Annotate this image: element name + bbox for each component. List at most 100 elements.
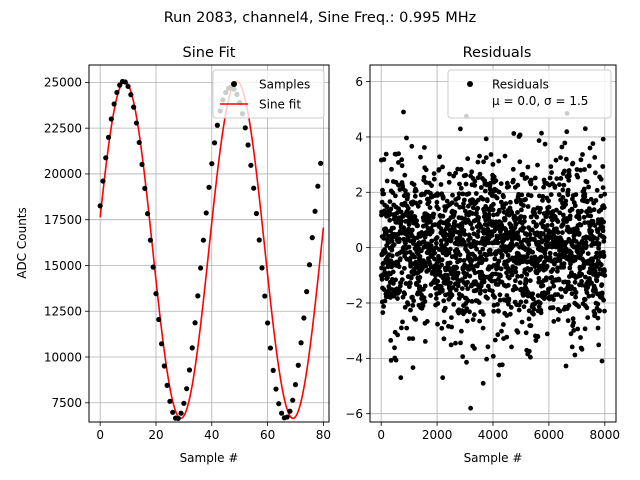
- residual-point: [462, 197, 467, 203]
- residual-point: [431, 171, 437, 177]
- residual-point: [516, 236, 521, 242]
- sample-point: [284, 414, 290, 420]
- residual-point: [568, 331, 574, 337]
- residual-point: [411, 235, 417, 241]
- residual-point: [509, 210, 515, 216]
- residual-point: [458, 126, 463, 132]
- residual-point: [415, 203, 421, 209]
- residual-point: [513, 278, 518, 284]
- residual-point: [404, 325, 410, 331]
- residual-point: [510, 166, 516, 172]
- residual-point: [569, 291, 575, 297]
- residual-point: [394, 220, 399, 225]
- residual-point: [432, 250, 437, 256]
- residual-point: [463, 172, 469, 178]
- residual-point: [602, 273, 608, 278]
- right-xtick-label: 6000: [534, 428, 565, 442]
- residual-point: [549, 258, 554, 264]
- residual-point: [541, 184, 546, 190]
- residual-point: [518, 198, 523, 203]
- residual-point: [407, 280, 413, 286]
- residual-point: [561, 182, 567, 188]
- sample-point: [245, 142, 251, 148]
- sample-point: [139, 161, 145, 168]
- sample-point: [178, 410, 184, 416]
- residual-point: [540, 231, 546, 237]
- residual-point: [418, 154, 423, 160]
- residual-point: [384, 178, 390, 184]
- residual-point: [391, 242, 397, 248]
- right-ytick-label: 4: [355, 130, 363, 144]
- left-ytick-label: 10000: [44, 350, 82, 364]
- residual-point: [440, 213, 446, 219]
- residual-point: [526, 242, 532, 247]
- residual-point: [437, 269, 443, 275]
- residual-point: [511, 131, 517, 136]
- right-ytick-label: 6: [355, 75, 363, 89]
- residual-point: [556, 277, 562, 283]
- residual-point: [451, 302, 457, 307]
- left-chart-title: Sine Fit: [183, 45, 236, 61]
- residual-point: [563, 202, 568, 207]
- residual-point: [519, 192, 525, 198]
- left-ytick-label: 25000: [44, 76, 82, 90]
- sample-point: [195, 293, 201, 299]
- residual-point: [528, 181, 534, 187]
- residual-point: [460, 191, 466, 197]
- residual-point: [464, 306, 470, 312]
- sample-point: [181, 400, 187, 406]
- residual-point: [382, 298, 388, 304]
- residual-point: [462, 232, 468, 237]
- residual-point: [567, 173, 572, 179]
- residual-point: [413, 200, 419, 206]
- legend-residuals-label: Residuals: [492, 78, 549, 92]
- residual-point: [438, 226, 444, 232]
- residual-point: [446, 222, 451, 228]
- residual-point: [547, 175, 553, 181]
- residual-point: [525, 204, 531, 209]
- residual-point: [530, 296, 536, 302]
- residual-point: [397, 256, 403, 262]
- residual-outlier-point: [480, 380, 486, 386]
- left-legend: Samples Sine fit: [212, 69, 325, 119]
- residual-point: [417, 275, 423, 280]
- residual-point: [439, 257, 445, 263]
- residual-point: [421, 174, 427, 180]
- left-ytick-label: 7500: [51, 396, 82, 410]
- residual-point: [549, 222, 555, 228]
- residual-point: [600, 185, 606, 191]
- residual-point: [564, 219, 569, 224]
- residual-point: [498, 266, 504, 272]
- residual-point: [396, 236, 402, 242]
- residual-point: [480, 246, 486, 252]
- residual-point: [414, 218, 419, 224]
- residual-point: [546, 204, 552, 210]
- residual-point: [487, 247, 493, 253]
- residual-point: [458, 185, 464, 191]
- residual-point: [572, 203, 578, 209]
- residual-point: [558, 237, 564, 243]
- residual-point: [573, 290, 579, 295]
- figure-title: Run 2083, channel4, Sine Freq.: 0.995 MH…: [164, 10, 477, 26]
- residual-point: [388, 358, 394, 363]
- residual-point: [422, 299, 428, 304]
- residual-point: [457, 252, 463, 258]
- residual-point: [422, 145, 427, 150]
- sample-point: [290, 397, 296, 403]
- residual-point: [524, 272, 530, 277]
- residual-point: [531, 306, 537, 312]
- residual-point: [555, 230, 561, 235]
- residual-point: [599, 290, 605, 296]
- residual-point: [509, 272, 515, 278]
- residual-point: [499, 328, 504, 334]
- residual-point: [537, 193, 542, 199]
- sample-point: [122, 79, 128, 85]
- residual-point: [411, 298, 416, 304]
- left-xtick-label: 40: [204, 428, 219, 442]
- residual-point: [551, 319, 557, 324]
- residual-point: [468, 221, 474, 227]
- residual-point: [549, 170, 554, 176]
- residual-point: [567, 265, 573, 271]
- sample-point: [276, 401, 282, 407]
- residual-point: [389, 238, 395, 244]
